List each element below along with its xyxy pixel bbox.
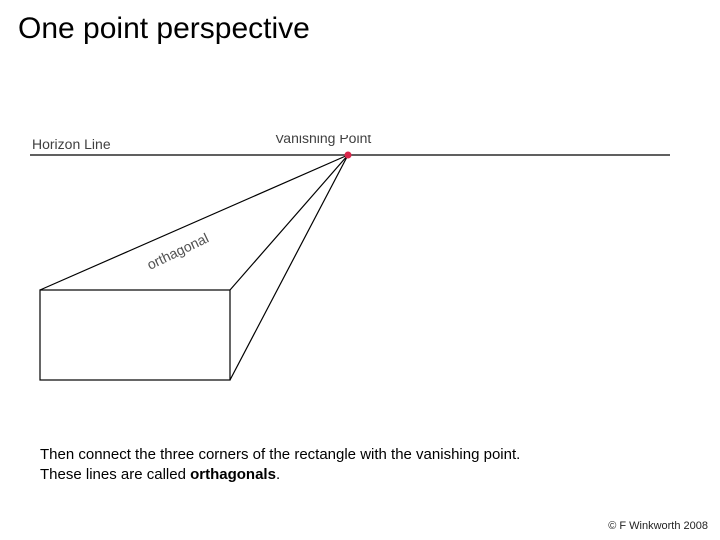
body-line-2b: . <box>276 466 280 483</box>
body-line-2-bold: orthagonals <box>190 466 276 483</box>
orthagonal-label: orthagonal <box>144 230 211 273</box>
orthagonal-line-bottom-right <box>230 155 348 380</box>
orthagonal-line-top-left <box>40 155 348 290</box>
perspective-diagram: Horizon Line Vanishing Point orthagonal <box>30 135 670 415</box>
copyright-text: © F Winkworth 2008 <box>608 520 708 532</box>
body-line-2a: These lines are called <box>40 466 190 483</box>
page-title: One point perspective <box>18 12 310 46</box>
body-line-1: Then connect the three corners of the re… <box>40 446 520 463</box>
front-rectangle <box>40 290 230 380</box>
horizon-line-label: Horizon Line <box>32 136 111 152</box>
vanishing-point-dot <box>345 152 352 159</box>
orthagonal-line-top-right <box>230 155 348 290</box>
body-text: Then connect the three corners of the re… <box>40 445 680 486</box>
vanishing-point-label: Vanishing Point <box>275 135 371 146</box>
